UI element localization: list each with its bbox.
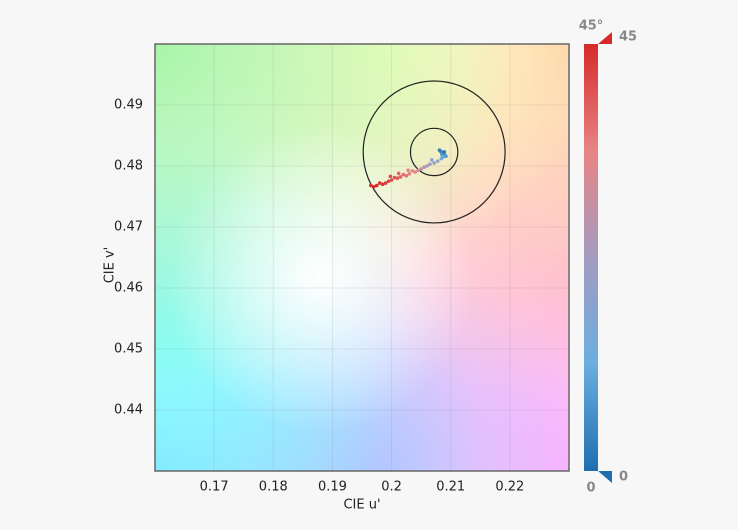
chromaticity-background: [155, 44, 569, 471]
x-tick-label: 0.19: [318, 480, 347, 495]
data-point: [396, 171, 401, 176]
data-point: [372, 184, 376, 189]
x-axis-title: CIE u': [343, 498, 380, 513]
data-point: [416, 168, 420, 173]
data-point: [388, 174, 393, 179]
data-point: [406, 168, 410, 173]
data-point: [374, 183, 379, 188]
data-point: [386, 179, 391, 184]
data-point: [429, 158, 434, 162]
y-axis-title: CIE v': [103, 247, 118, 284]
y-tick-label: 0.48: [114, 159, 143, 174]
tolerance-circle: [362, 80, 506, 224]
y-tick-label: 0.46: [114, 281, 143, 296]
plot-border: [154, 43, 570, 472]
data-point: [395, 176, 400, 180]
range-handle[interactable]: [598, 471, 612, 483]
x-tick-label: 0.22: [495, 480, 524, 495]
data-point: [439, 156, 444, 161]
data-point: [444, 154, 448, 159]
data-point: [422, 165, 426, 170]
y-tick-label: 0.47: [114, 220, 143, 235]
data-point: [383, 181, 388, 185]
data-point: [398, 175, 403, 179]
tolerance-circle: [409, 127, 459, 177]
data-point: [435, 159, 440, 163]
data-point: [407, 172, 412, 176]
data-point: [404, 173, 409, 178]
data-point: [392, 175, 397, 180]
y-tick-label: 0.45: [114, 342, 143, 357]
colorbar-tick-label: 0: [586, 481, 595, 496]
data-point: [437, 148, 442, 152]
data-point: [425, 164, 429, 168]
x-tick-label: 0.21: [436, 480, 465, 495]
x-tick-label: 0.17: [200, 480, 229, 495]
data-point: [369, 183, 373, 188]
x-tick-label: 0.18: [259, 480, 288, 495]
y-tick-label: 0.49: [114, 98, 143, 113]
data-point: [389, 178, 394, 182]
data-point: [432, 161, 436, 165]
data-point: [419, 167, 423, 171]
data-point: [442, 150, 447, 154]
data-point: [428, 162, 432, 166]
range-handle-label: 45: [619, 30, 637, 45]
data-point: [377, 181, 382, 185]
data-point: [410, 169, 415, 173]
data-point: [380, 182, 385, 187]
range-handle[interactable]: [598, 32, 612, 44]
data-point: [413, 170, 418, 174]
colorbar: [584, 44, 598, 471]
y-tick-label: 0.44: [114, 403, 143, 418]
data-point: [401, 172, 406, 177]
colorbar-tick-label: 45°: [579, 19, 604, 34]
x-tick-label: 0.2: [381, 480, 402, 495]
range-handle-label: 0: [619, 470, 628, 485]
